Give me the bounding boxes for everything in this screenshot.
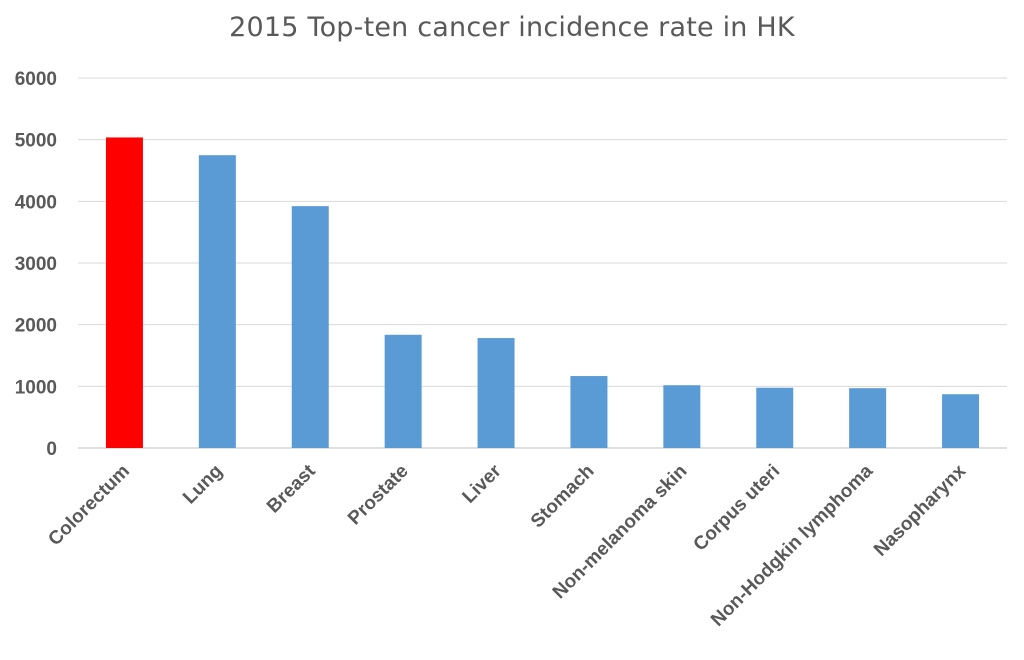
- bar-nasopharynx: [942, 394, 980, 448]
- bar-non-melanoma-skin: [663, 385, 701, 448]
- bar-stomach: [570, 376, 608, 448]
- y-axis-ticks: 0 1000 2000 3000 4000 5000 6000: [15, 69, 57, 460]
- bar-prostate: [384, 334, 422, 448]
- x-tick-label-prostate: Prostate: [344, 461, 413, 530]
- y-tick-label-3000: 3000: [15, 254, 57, 275]
- y-tick-label-4000: 4000: [15, 192, 57, 213]
- x-tick-label-liver: Liver: [459, 460, 506, 507]
- bar-liver: [477, 338, 515, 448]
- bar-non-hodgkin-lymphoma: [849, 388, 887, 448]
- x-tick-label-colorectum: Colorectum: [44, 461, 134, 551]
- bar-lung: [198, 155, 236, 448]
- x-tick-label-stomach: Stomach: [527, 461, 599, 533]
- y-tick-label-1000: 1000: [15, 377, 57, 398]
- bars: [105, 137, 980, 449]
- x-tick-label-breast: Breast: [263, 460, 320, 517]
- y-tick-label-0: 0: [46, 439, 57, 460]
- y-tick-label-5000: 5000: [15, 131, 57, 152]
- bar-breast: [291, 206, 329, 448]
- bar-colorectum: [105, 137, 143, 449]
- y-tick-label-6000: 6000: [15, 69, 57, 90]
- bar-corpus-uteri: [756, 387, 794, 448]
- chart-title: 2015 Top-ten cancer incidence rate in HK: [229, 12, 795, 43]
- x-tick-label-lung: Lung: [179, 461, 227, 509]
- x-tick-label-non-hodgkin-lymphoma: Non-Hodgkin lymphoma: [707, 460, 877, 630]
- x-tick-label-corpus-uteri: Corpus uteri: [690, 461, 785, 556]
- x-axis-ticks: Colorectum Lung Breast Prostate Liver Stomach…: [44, 460, 970, 631]
- x-tick-label-nasopharynx: Nasopharynx: [870, 460, 970, 560]
- y-tick-label-2000: 2000: [15, 316, 57, 337]
